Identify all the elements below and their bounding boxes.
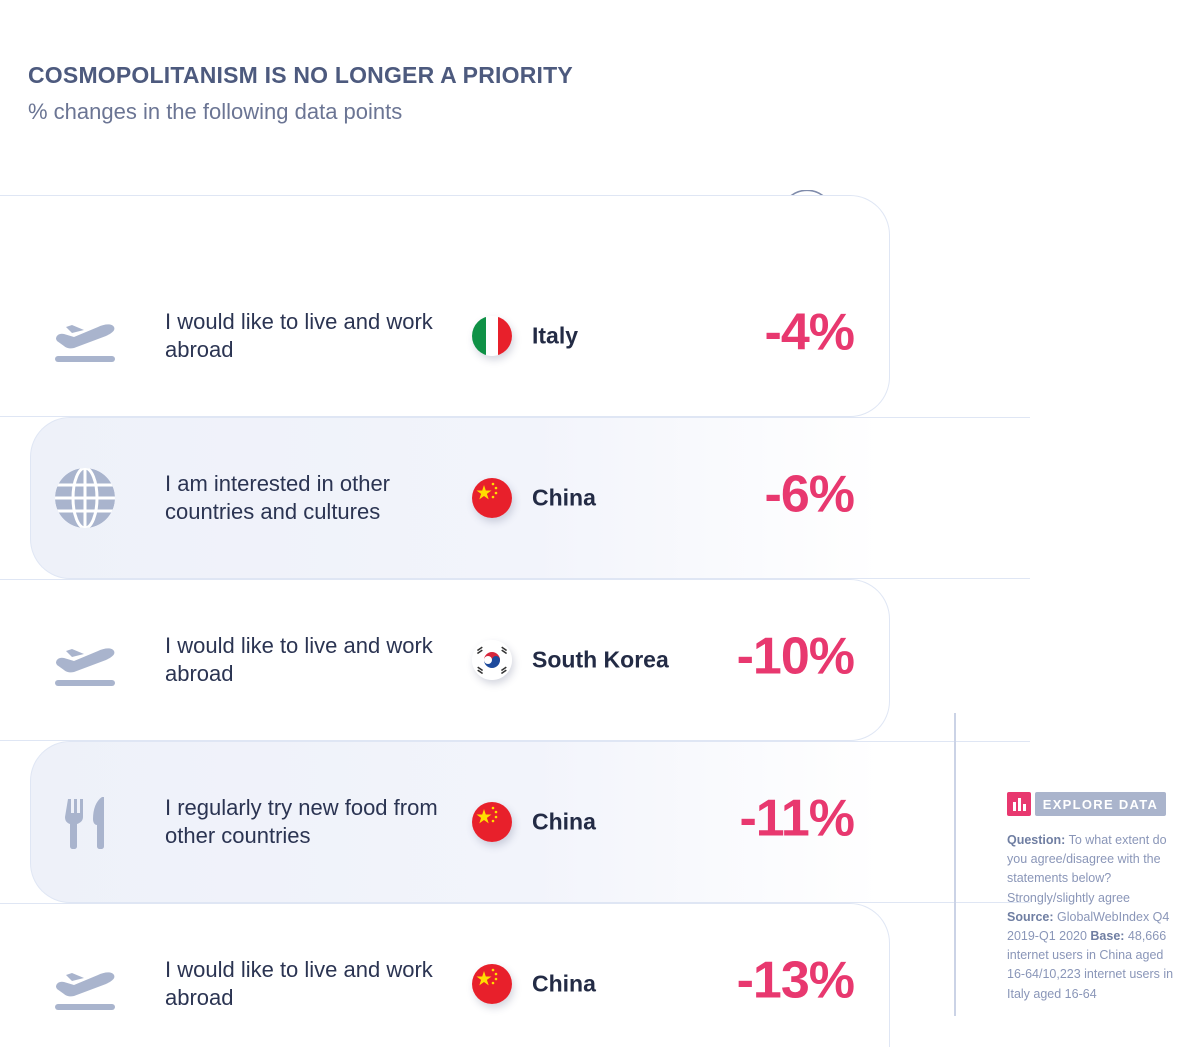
chart-title: COSMOPOLITANISM IS NO LONGER A PRIORITY (28, 62, 573, 88)
row-band (0, 579, 890, 741)
south-korea-flag-icon (472, 640, 512, 680)
country-label: Italy (532, 322, 579, 349)
globe-icon (55, 468, 115, 528)
airplane-takeoff-icon (55, 648, 115, 686)
table-row: I would like to live and work abroad Ita… (0, 195, 900, 417)
statement-text: I regularly try new food from other coun… (165, 795, 438, 848)
bar-chart-icon (1007, 792, 1031, 816)
source-label: Source: (1007, 909, 1054, 924)
china-flag-icon (472, 478, 512, 518)
country-label: South Korea (532, 646, 669, 673)
statement-text: I would like to live and work abroad (165, 633, 433, 686)
change-value: -11% (739, 789, 855, 848)
china-flag-icon (472, 802, 512, 842)
change-value: -4% (764, 303, 855, 362)
table-row: I am interested in other countries and c… (0, 417, 1030, 579)
row-band (30, 417, 1030, 579)
vertical-divider (954, 713, 956, 1016)
explore-data-button[interactable]: EXPLORE DATA (1007, 792, 1166, 816)
table-row: I would like to live and work abroad Sou… (0, 579, 900, 741)
question-text: To what extent do you agree/disagree wit… (1007, 833, 1167, 905)
methodology-notes: Question: To what extent do you agree/di… (1007, 831, 1177, 1004)
country-label: China (532, 484, 596, 511)
base-label: Base: (1090, 929, 1125, 944)
change-value: -6% (764, 465, 855, 524)
country-label: China (532, 808, 596, 835)
base-text: 48,666 internet users in China aged 16-6… (1007, 929, 1174, 1001)
country-label: China (532, 970, 596, 997)
airplane-takeoff-icon (55, 972, 115, 1010)
chart-subtitle: % changes in the following data points (28, 99, 403, 124)
source-text: GlobalWebIndex Q4 2019-Q1 2020 (1007, 909, 1170, 944)
statement-text: I would like to live and work abroad (165, 309, 433, 362)
table-row: I regularly try new food from other coun… (0, 741, 1030, 903)
row-band (0, 903, 890, 1047)
explore-data-label[interactable]: EXPLORE DATA (1035, 792, 1166, 816)
italy-flag-icon (472, 316, 512, 356)
table-row: I would like to live and work abroad Chi… (0, 903, 900, 1047)
airplane-takeoff-icon (55, 324, 115, 362)
china-flag-icon (472, 964, 512, 1004)
statement-text: I would like to live and work abroad (165, 957, 433, 1010)
change-value: -13% (736, 951, 855, 1010)
change-value: -10% (736, 627, 855, 686)
question-label: Question: (1007, 833, 1066, 847)
row-band (0, 195, 890, 417)
statement-text: I am interested in other countries and c… (165, 471, 391, 524)
row-band (30, 741, 1030, 903)
fork-knife-icon (65, 797, 104, 849)
